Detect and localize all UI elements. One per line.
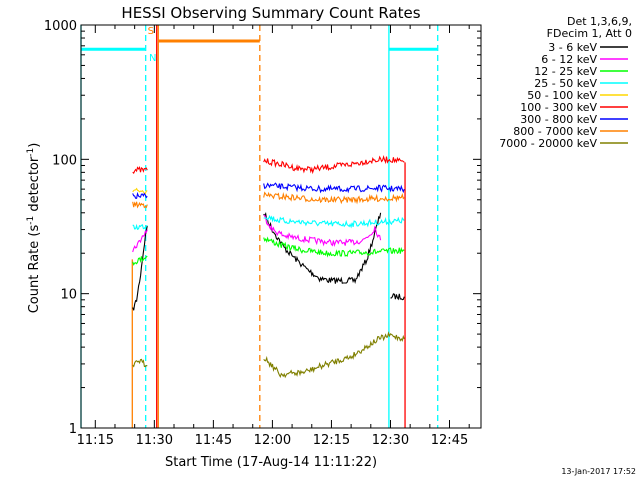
x-tick-label-1145: 11:45 [195,433,232,448]
series-3-segment-0 [132,223,148,230]
annotation-label-n: N [149,53,156,64]
series-0-segment-0 [132,225,148,311]
legend-label-3: 25 - 50 keV [534,77,597,90]
series-0-segment-1 [263,212,382,285]
legend-label-8: 7000 - 20000 keV [499,137,597,150]
legend-header-0: Det 1,3,6,9, [567,15,632,28]
series-1-segment-1 [263,214,382,247]
series-3-segment-1 [263,214,405,229]
series-5-segment-0 [132,166,148,175]
x-axis-label: Start Time (17-Aug-14 11:11:22) [165,455,377,470]
y-tick-label-10: 10 [60,288,77,303]
series-5-segment-1 [263,155,405,175]
series-7-segment-0 [132,201,148,209]
legend-label-7: 800 - 7000 keV [513,125,597,138]
chart-title: HESSI Observing Summary Count Rates [121,4,420,22]
plot-frame [80,24,482,429]
series-6-segment-1 [263,182,405,194]
y-tick-label-1: 1 [69,422,77,437]
y-tick-label-100: 100 [52,153,77,168]
series-0-segment-2 [390,293,405,301]
legend-header-1: FDecim 1, Att 0 [547,27,632,40]
x-tick-label-1215: 12:15 [313,433,350,448]
legend-label-5: 100 - 300 keV [520,101,597,114]
series-8-segment-0 [132,358,148,368]
y-axis-label: Count Rate (s-1 detector-1) [26,143,42,314]
legend-label-6: 300 - 800 keV [520,113,597,126]
data-series [132,155,405,379]
footer-timestamp: 13-Jan-2017 17:52 [561,467,636,476]
x-tick-label-1130: 11:30 [136,433,173,448]
legend-label-4: 50 - 100 keV [527,89,597,102]
legend-label-1: 6 - 12 keV [541,53,597,66]
series-2-segment-1 [263,236,405,258]
x-tick-label-1200: 12:00 [254,433,291,448]
x-tick-label-1245: 12:45 [431,433,468,448]
legend-label-2: 12 - 25 keV [534,65,597,78]
series-6-segment-0 [132,191,148,199]
legend-label-0: 3 - 6 keV [548,41,597,54]
x-tick-label-1230: 12:30 [372,433,409,448]
series-7-segment-1 [263,191,405,205]
plot-axes: 11:15 11:30 11:45 12:00 12:15 12:30 12:45 1 10 10… [44,19,482,448]
y-tick-label-1000: 1000 [44,19,77,34]
series-8-segment-1 [263,331,405,379]
series-1-segment-0 [132,229,148,253]
x-tick-label-1115: 11:15 [77,433,114,448]
series-2-segment-0 [132,255,148,266]
annotation-label-s: S [148,26,154,37]
